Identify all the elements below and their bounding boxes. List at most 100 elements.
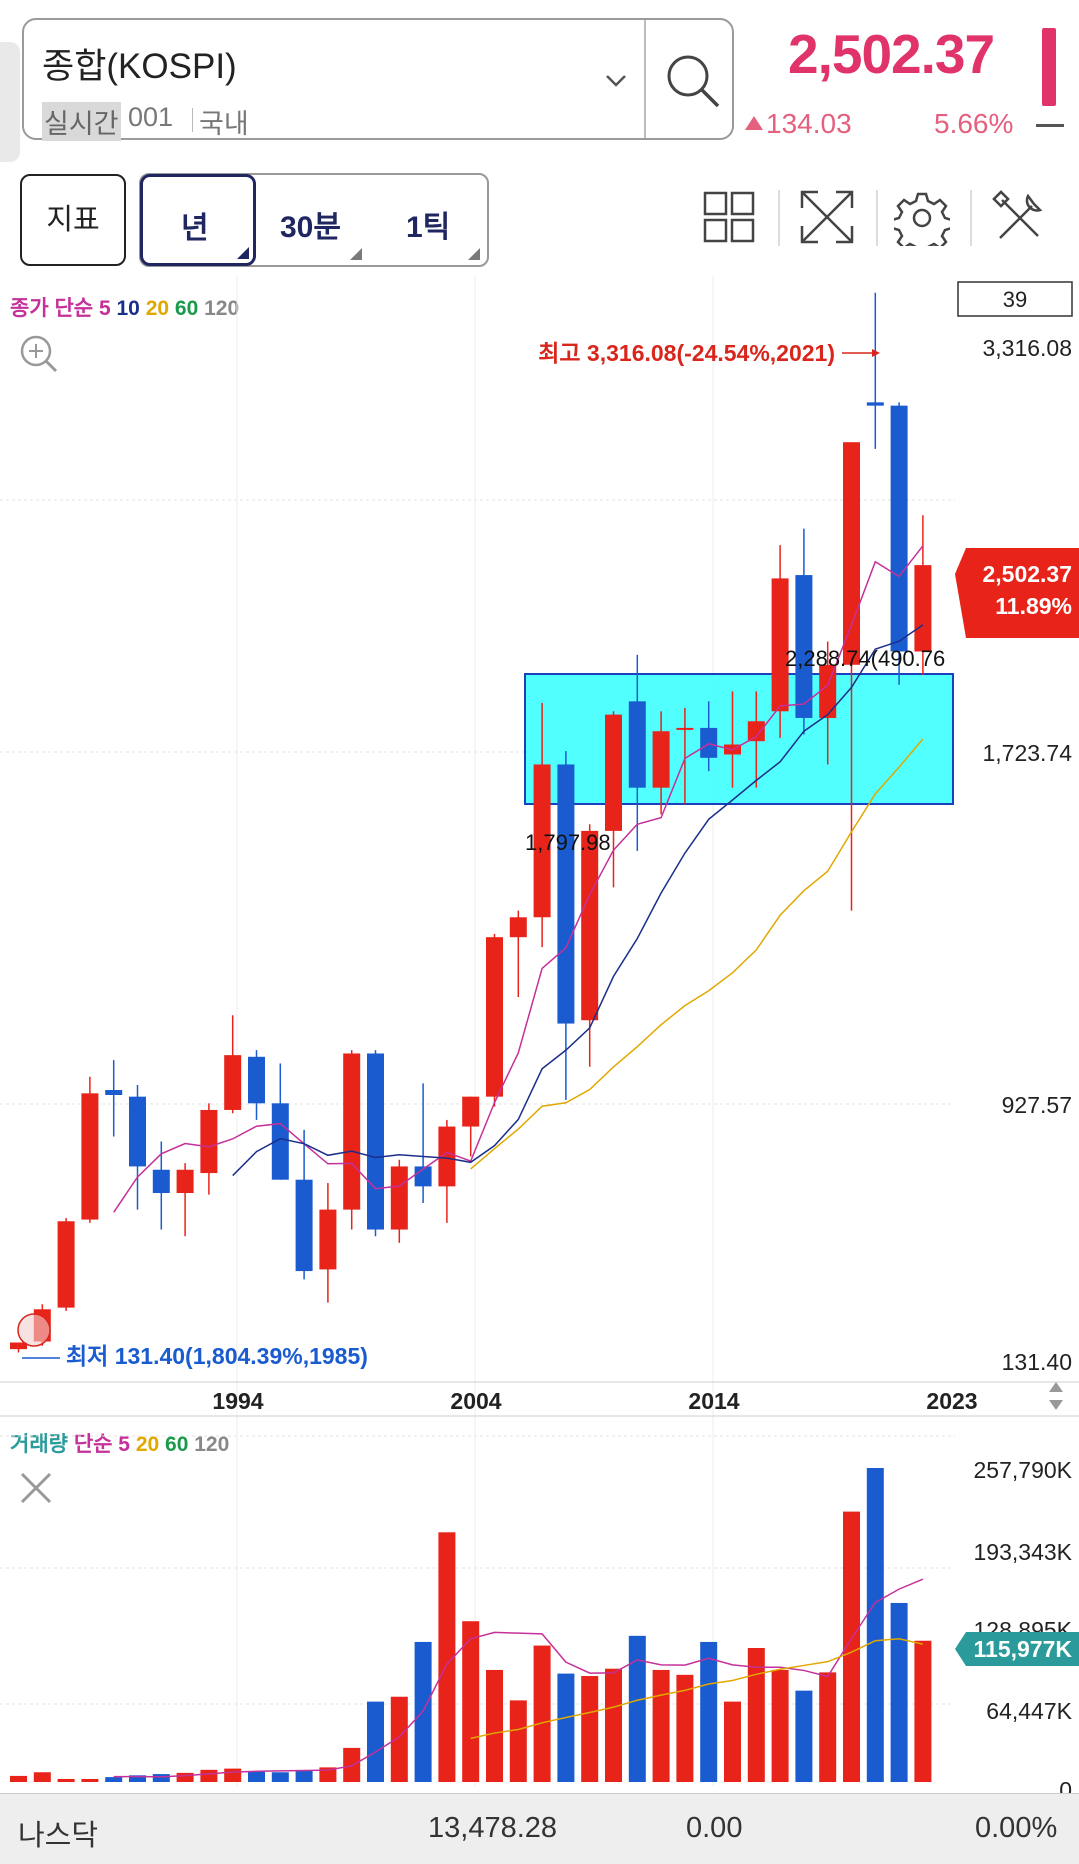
period-tick-label: 1틱 [406,211,451,244]
chart-area[interactable]: 39 1,797.98 2,288.74(490.76 최고 3,316.08(… [0,276,1079,1793]
price-ma-legend[interactable]: 종가 단순 5 10 20 60 120 [10,292,239,322]
vma-5: 5 [118,1433,130,1456]
high-annotation: 최고 3,316.08(-24.54%,2021) [538,340,835,366]
svg-text:64,447K: 64,447K [986,1698,1072,1724]
period-year-button[interactable]: 년 [140,174,256,266]
dropdown-corner-icon [468,248,480,260]
candle-body [343,1053,361,1210]
dash-mark [1036,124,1064,127]
candle-body [176,1169,194,1194]
volume-bar [248,1771,265,1782]
search-icon[interactable] [662,50,722,110]
visible-count-box[interactable] [957,281,1073,317]
zoom-in-icon[interactable] [20,335,58,373]
volume-bar [271,1772,289,1782]
ma-10: 10 [116,297,140,320]
volume-bar [10,1775,27,1782]
period-30min-button[interactable]: 30분 [258,174,370,266]
high-arrow-head [872,349,880,357]
candle-body [10,1342,27,1350]
volume-bar [866,1468,884,1782]
grid-icon[interactable] [702,190,756,244]
candle-body [628,701,646,788]
candle-body [462,1096,480,1127]
volume-bar [605,1668,622,1782]
volume-bars [10,1468,932,1782]
volume-bar [676,1674,694,1782]
ma20-line [470,738,924,1170]
candle-body [581,830,599,1021]
ma10-line [232,624,924,1177]
candle-body [819,664,837,718]
vol-legend-title: 거래량 [10,1433,68,1456]
volume-bar [795,1690,813,1782]
ma-5: 5 [98,297,111,320]
svg-text:11.89%: 11.89% [995,593,1072,619]
chevron-down-icon[interactable] [604,72,628,90]
price-change: 134.03 [766,108,852,139]
indicator-button[interactable]: 지표 [20,174,126,266]
volume-bar [129,1775,146,1782]
gear-icon[interactable] [894,190,950,246]
period-tick-button[interactable]: 1틱 [372,174,486,266]
volume-bar [367,1701,384,1782]
svg-text:131.40: 131.40 [1002,1349,1072,1375]
candle-body [295,1179,313,1272]
separator [192,108,193,132]
volume-bar [843,1511,860,1782]
candle-body [747,721,765,742]
volume-bar [747,1648,765,1782]
volume-bar [557,1673,575,1782]
candle-body [152,1169,170,1194]
box-high-label: 2,288.74(490.76 [785,646,945,671]
scroll-arrows-icon[interactable] [1049,1382,1063,1410]
market-label: 국내 [199,109,249,139]
candle-body [676,727,694,730]
volume-bar [343,1747,361,1782]
index-search-box[interactable]: 종합(KOSPI) 실시간 001 국내 [22,18,734,141]
vma-60: 60 [165,1433,189,1456]
svg-text:193,343K: 193,343K [974,1539,1073,1565]
side-panel-tab[interactable] [0,42,20,162]
candle-body [224,1055,242,1110]
svg-text:2,502.37: 2,502.37 [982,561,1072,587]
bottom-ticker-bar[interactable]: 나스닥 13,478.28 0.00 0.00% [0,1793,1079,1864]
candle-body [843,442,860,665]
toolbar-divider [970,190,972,246]
volume-bar [890,1602,908,1782]
volume-bar [295,1771,313,1782]
expand-icon[interactable] [798,188,856,246]
live-tag: 실시간 [42,102,121,141]
dropdown-corner-icon [237,247,249,259]
candle-body [486,937,503,1097]
svg-text:2014: 2014 [688,1388,739,1414]
vma-120: 120 [194,1433,230,1456]
candle-body [367,1053,384,1230]
candle-body [866,402,884,406]
svg-text:2004: 2004 [450,1388,501,1414]
close-icon[interactable] [20,1472,52,1504]
candle-body [200,1109,218,1174]
ma-120: 120 [204,297,240,320]
price-range-box[interactable] [524,673,954,805]
current-price-tag: 2,502.37 11.89% [955,548,1079,638]
price-change-rate: 5.66% [934,108,1014,139]
candle-body [557,764,575,1024]
candle-body [248,1056,265,1104]
candle-body [81,1093,99,1220]
vol-legend-prefix: 단순 [73,1433,113,1456]
tools-icon[interactable] [992,190,1048,246]
volume-ma-legend[interactable]: 거래량 단순 5 20 60 120 [10,1428,229,1458]
toolbar-divider [778,190,780,246]
volume-bar [771,1669,789,1782]
volume-bar [105,1777,123,1782]
candle-body [129,1096,146,1167]
volume-bar [152,1774,170,1782]
period-30min-label: 30분 [280,211,341,244]
candle-body [771,578,789,712]
volume-y-axis: 257,790K 193,343K 128,895K 64,447K 0 [974,1457,1073,1793]
candle-body [319,1209,337,1270]
volume-bar [724,1701,741,1782]
volume-bar [462,1621,480,1782]
volume-bar [81,1778,99,1782]
